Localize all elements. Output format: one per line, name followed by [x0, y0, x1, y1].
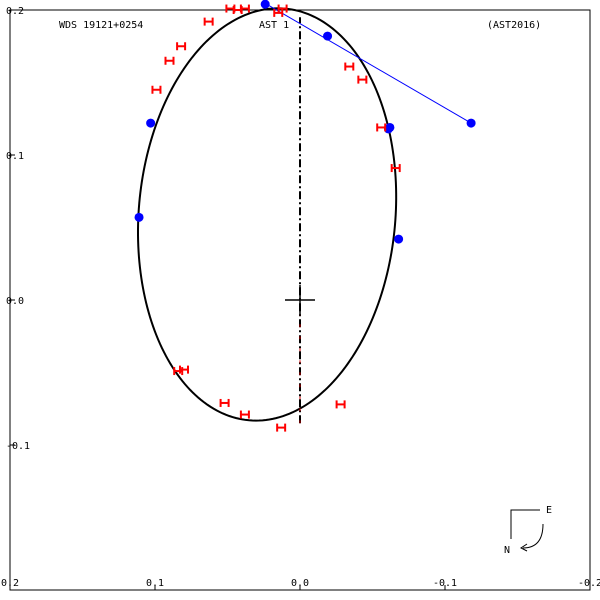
y-tick-label: 0.0 [6, 296, 24, 307]
compass-arrowhead [520, 543, 528, 552]
observation-mark-red [277, 4, 288, 13]
y-tick-label: 0.1 [6, 151, 24, 162]
orbit-layer [136, 7, 398, 424]
observation-mark-red [335, 400, 346, 409]
compass-north-label: N [504, 545, 510, 556]
observation-mark-red [173, 367, 184, 376]
observation-point-blue [134, 212, 144, 222]
observation-mark-red [203, 17, 214, 26]
observation-mark-red [273, 8, 284, 17]
x-tick-label: 0.2 [1, 578, 19, 589]
observation-mark-red [390, 164, 401, 173]
x-tick-label: -0.1 [433, 578, 457, 589]
y-tick-label: -0.1 [6, 441, 30, 452]
orbit-ellipse [136, 7, 398, 422]
blue-connector-line [266, 3, 472, 124]
compass-arms [510, 509, 540, 539]
marks-layer [134, 0, 476, 432]
observation-mark-red [151, 85, 162, 94]
axis-ticks: 0.2 0.1 0.0 -0.1 -0.2 0.2 0.1 0.0 -0.1 [1, 6, 600, 590]
observation-mark-red [344, 62, 355, 71]
orbit-reference: (AST2016) [487, 20, 541, 31]
observation-point-blue [260, 0, 270, 9]
compass: E N [504, 505, 552, 556]
y-tick-label: 0.2 [6, 6, 24, 17]
observation-mark-red [176, 42, 187, 51]
observation-mark-red [239, 410, 250, 419]
observation-mark-red [164, 56, 175, 65]
observation-mark-red [357, 75, 368, 84]
observation-mark-red [276, 423, 287, 432]
compass-east-label: E [546, 505, 552, 516]
observation-point-blue [466, 118, 476, 128]
observation-point-blue [323, 31, 333, 41]
observation-point-blue [394, 234, 404, 244]
x-tick-label: 0.0 [291, 578, 309, 589]
observation-mark-red [225, 4, 236, 13]
discoverer-designation: AST 1 [259, 20, 289, 31]
observation-mark-red [219, 398, 230, 407]
x-tick-label: 0.1 [146, 578, 164, 589]
observation-point-blue [146, 118, 156, 128]
wds-identifier: WDS 19121+0254 [59, 20, 143, 31]
observation-mark-red [376, 123, 387, 132]
x-tick-label: -0.2 [578, 578, 600, 589]
compass-arrow [522, 523, 544, 549]
connector-layer [266, 3, 472, 124]
